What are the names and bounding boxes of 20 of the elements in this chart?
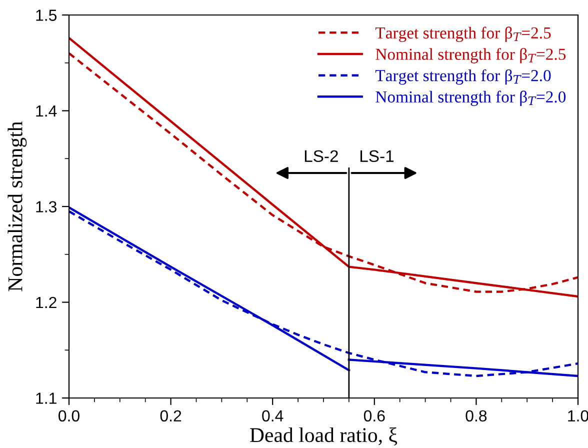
x-tick-label: 0.8	[466, 410, 487, 422]
legend-label: Target strength for β$_{T}$=2.5	[375, 26, 551, 42]
y-tick-label: 1.3	[36, 201, 56, 212]
x-tick-label: 0.6	[364, 410, 385, 422]
y-tick-label: 1.5	[36, 10, 57, 21]
y-tick-label: 1.2	[36, 296, 56, 308]
y-tick-label: 1.4	[36, 106, 57, 117]
annotation: LS-1	[360, 150, 394, 162]
y-axis-title: Normalized strength	[8, 121, 27, 292]
x-tick-label: 0.0	[58, 410, 80, 422]
legend-label: Target strength for β$_{T}$=2.0	[375, 69, 551, 85]
x-axis-title: Dead load ratio, ξ	[250, 427, 398, 446]
x-tick-label: 0.4	[262, 410, 284, 422]
annotation: LS-2	[304, 150, 338, 162]
legend-label: Nominal strength for β$_{T}$=2.5	[376, 48, 566, 64]
line-series	[69, 210, 578, 378]
legend-label: Nominal strength for β$_{T}$=2.0	[376, 90, 566, 106]
x-tick-label: 1.0	[568, 410, 588, 422]
x-tick-label: 0.2	[160, 410, 182, 422]
y-tick-label: 1.1	[36, 392, 56, 404]
